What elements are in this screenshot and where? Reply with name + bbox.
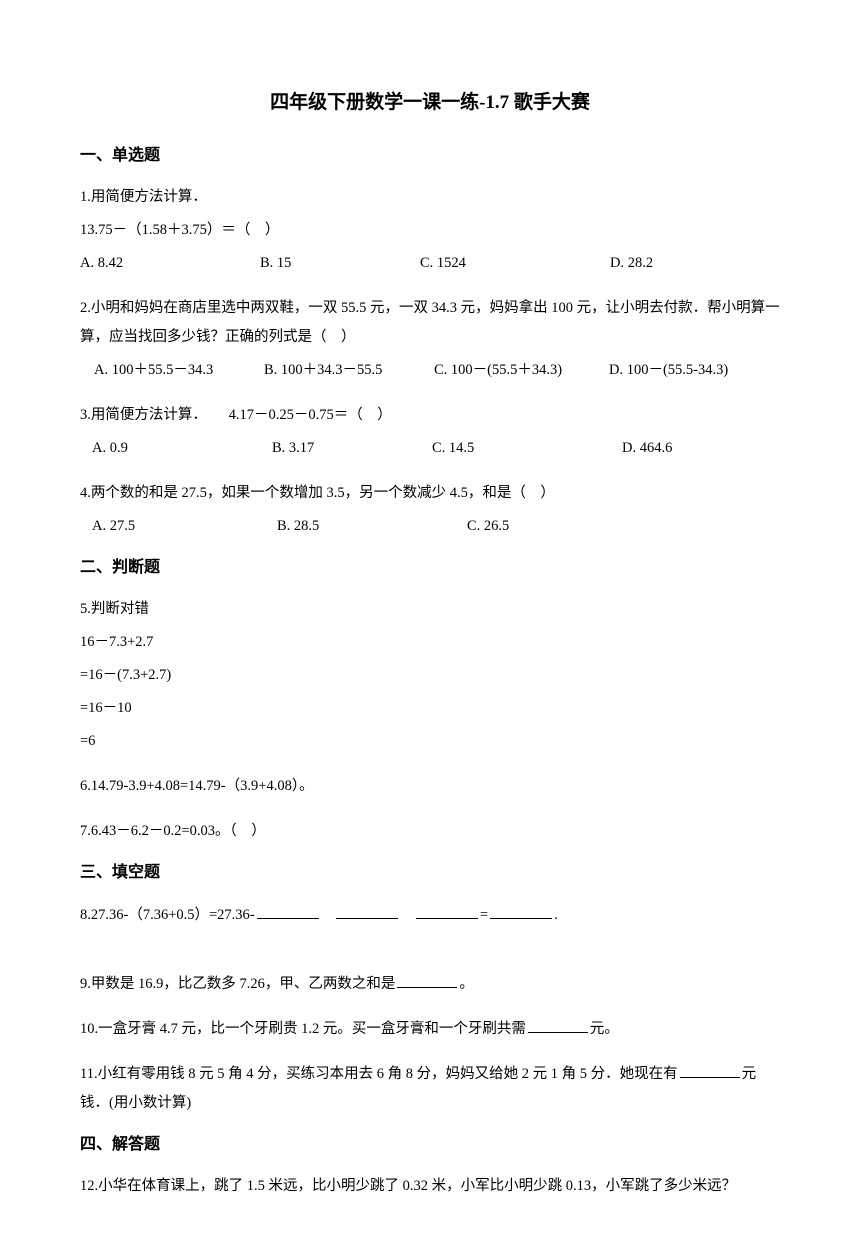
q5-line5: =6 <box>80 727 780 756</box>
q9-suffix: 。 <box>459 976 474 992</box>
question-12: 12.小华在体育课上，跳了 1.5 米远，比小明少跳了 0.32 米，小军比小明… <box>80 1172 780 1201</box>
question-5: 5.判断对错 16－7.3+2.7 =16－(7.3+2.7) =16－10 =… <box>80 595 780 756</box>
q8-prefix: 8.27.36-（7.36+0.5）=27.36- <box>80 907 255 923</box>
q5-line4: =16－10 <box>80 694 780 723</box>
section-2-heading: 二、判断题 <box>80 557 780 579</box>
q2-option-a: A. 100＋55.5－34.3 <box>94 356 264 385</box>
blank <box>490 905 552 919</box>
question-9: 9.甲数是 16.9，比乙数多 7.26，甲、乙两数之和是 。 <box>80 970 780 999</box>
q2-option-b: B. 100＋34.3－55.5 <box>264 356 434 385</box>
q10-suffix: 元。 <box>590 1021 619 1037</box>
question-6: 6.14.79-3.9+4.08=14.79-（3.9+4.08）。 <box>80 772 780 801</box>
worksheet-title: 四年级下册数学一课一练-1.7 歌手大赛 <box>80 90 780 117</box>
q3-option-a: A. 0.9 <box>92 434 272 463</box>
question-1: 1.用简便方法计算． 13.75－（1.58＋3.75）＝（ ） A. 8.42… <box>80 183 780 278</box>
q1-option-b: B. 15 <box>260 249 420 278</box>
q2-text: 2.小明和妈妈在商店里选中两双鞋，一双 55.5 元，一双 34.3 元，妈妈拿… <box>80 294 780 352</box>
q3-option-c: C. 14.5 <box>432 434 622 463</box>
q4-options: A. 27.5 B. 28.5 C. 26.5 <box>80 512 780 541</box>
q4-option-c: C. 26.5 <box>467 512 780 541</box>
q11-prefix: 11.小红有零用钱 8 元 5 角 4 分，买练习本用去 6 角 8 分，妈妈又… <box>80 1066 678 1082</box>
q10-prefix: 10.一盒牙膏 4.7 元，比一个牙刷贵 1.2 元。买一盒牙膏和一个牙刷共需 <box>80 1021 526 1037</box>
question-3: 3.用简便方法计算． 4.17－0.25－0.75＝（ ） A. 0.9 B. … <box>80 401 780 463</box>
section-1-heading: 一、单选题 <box>80 145 780 167</box>
blank <box>680 1064 740 1078</box>
q1-option-c: C. 1524 <box>420 249 610 278</box>
q1-line1: 1.用简便方法计算． <box>80 183 780 212</box>
blank <box>336 905 398 919</box>
q5-line3: =16－(7.3+2.7) <box>80 661 780 690</box>
q5-line2: 16－7.3+2.7 <box>80 628 780 657</box>
q2-options: A. 100＋55.5－34.3 B. 100＋34.3－55.5 C. 100… <box>80 356 780 385</box>
q1-line2: 13.75－（1.58＋3.75）＝（ ） <box>80 216 780 245</box>
q1-option-a: A. 8.42 <box>80 249 260 278</box>
q6-text: 6.14.79-3.9+4.08=14.79-（3.9+4.08）。 <box>80 778 314 794</box>
q3-text: 3.用简便方法计算． 4.17－0.25－0.75＝（ ） <box>80 401 780 430</box>
q9-prefix: 9.甲数是 16.9，比乙数多 7.26，甲、乙两数之和是 <box>80 976 395 992</box>
q1-option-d: D. 28.2 <box>610 249 780 278</box>
q2-option-d: D. 100－(55.5-34.3) <box>609 356 780 385</box>
q5-line1: 5.判断对错 <box>80 595 780 624</box>
question-8: 8.27.36-（7.36+0.5）=27.36- =. <box>80 901 780 930</box>
q3-option-d: D. 464.6 <box>622 434 780 463</box>
q4-text: 4.两个数的和是 27.5，如果一个数增加 3.5，另一个数减少 4.5，和是（… <box>80 479 780 508</box>
section-4-heading: 四、解答题 <box>80 1134 780 1156</box>
section-3-heading: 三、填空题 <box>80 862 780 884</box>
q12-text: 12.小华在体育课上，跳了 1.5 米远，比小明少跳了 0.32 米，小军比小明… <box>80 1178 736 1194</box>
question-4: 4.两个数的和是 27.5，如果一个数增加 3.5，另一个数减少 4.5，和是（… <box>80 479 780 541</box>
blank <box>528 1019 588 1033</box>
blank <box>397 974 457 988</box>
q4-option-a: A. 27.5 <box>92 512 277 541</box>
question-11: 11.小红有零用钱 8 元 5 角 4 分，买练习本用去 6 角 8 分，妈妈又… <box>80 1060 780 1118</box>
q2-option-c: C. 100－(55.5＋34.3) <box>434 356 609 385</box>
q4-option-b: B. 28.5 <box>277 512 467 541</box>
blank <box>257 905 319 919</box>
question-7: 7.6.43－6.2－0.2=0.03。（ ） <box>80 817 780 846</box>
question-10: 10.一盒牙膏 4.7 元，比一个牙刷贵 1.2 元。买一盒牙膏和一个牙刷共需 元… <box>80 1015 780 1044</box>
q8-suffix: . <box>554 907 558 923</box>
blank <box>416 905 478 919</box>
q3-option-b: B. 3.17 <box>272 434 432 463</box>
q1-options: A. 8.42 B. 15 C. 1524 D. 28.2 <box>80 249 780 278</box>
q3-options: A. 0.9 B. 3.17 C. 14.5 D. 464.6 <box>80 434 780 463</box>
q7-text: 7.6.43－6.2－0.2=0.03。（ ） <box>80 823 266 839</box>
question-2: 2.小明和妈妈在商店里选中两双鞋，一双 55.5 元，一双 34.3 元，妈妈拿… <box>80 294 780 385</box>
